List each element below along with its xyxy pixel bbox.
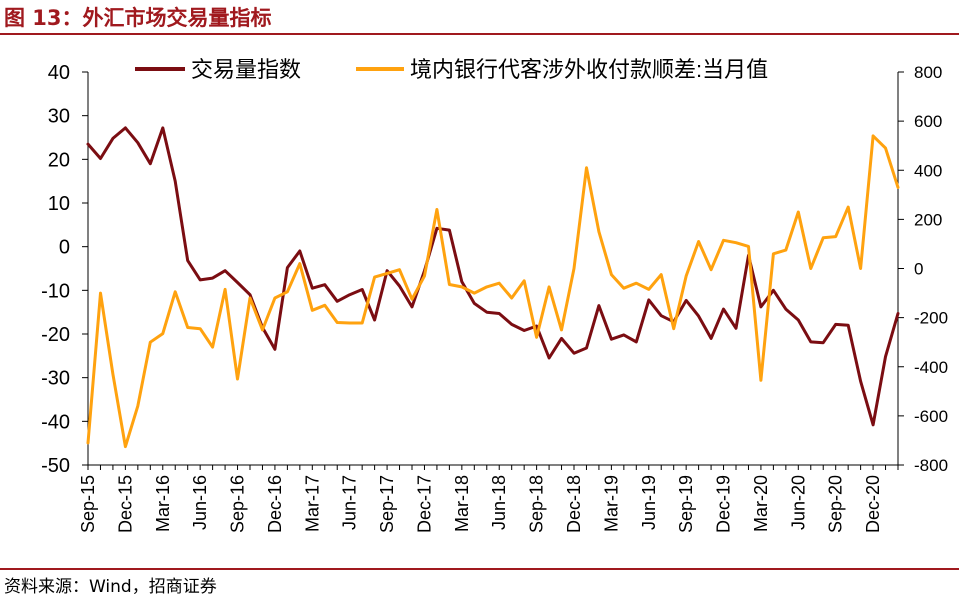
left-tick-label: -50: [41, 455, 70, 477]
right-tick-label: 0: [914, 260, 923, 279]
left-tick-label: 40: [48, 62, 70, 84]
right-tick-label: -800: [914, 456, 948, 475]
legend-label: 境内银行代客涉外收付款顺差:当月值: [410, 57, 768, 82]
x-tick-label: Mar-19: [601, 475, 621, 532]
left-tick-label: 30: [48, 106, 70, 128]
legend-item-trade-volume: 交易量指数: [135, 57, 301, 82]
left-tick-label: -20: [41, 324, 70, 346]
x-tick-label: Jun-18: [489, 475, 509, 530]
x-tick-label: Jun-20: [788, 475, 808, 530]
chart-lines: [86, 126, 900, 449]
x-tick-label: Mar-18: [452, 475, 472, 532]
x-tick-label: Sep-19: [676, 475, 696, 533]
x-tick-label: Mar-16: [153, 475, 173, 532]
right-tick-label: 200: [914, 210, 942, 229]
left-tick-label: -30: [41, 368, 70, 390]
x-tick-label: Jun-17: [340, 475, 360, 530]
source-note: 资料来源：Wind，招商证券: [4, 577, 217, 597]
left-tick-label: 20: [48, 149, 70, 171]
right-tick-label: 800: [914, 63, 942, 82]
right-tick-label: 400: [914, 161, 942, 180]
left-tick-label: 10: [48, 193, 70, 215]
footer-divider: [0, 568, 959, 570]
right-tick-label: -200: [914, 309, 948, 328]
x-tick-label: Sep-17: [377, 475, 397, 533]
title-divider: [0, 33, 959, 35]
x-tick-label: Sep-16: [228, 475, 248, 533]
series-line-trade-volume: [86, 126, 900, 427]
x-tick-label: Mar-17: [302, 475, 322, 532]
x-tick-label: Jun-19: [639, 475, 659, 530]
right-tick-label: 600: [914, 112, 942, 131]
x-tick-label: Sep-18: [527, 475, 547, 533]
series-line-cross-border-surplus: [86, 134, 900, 449]
x-tick-label: Dec-20: [863, 475, 883, 533]
right-tick-label: -600: [914, 407, 948, 426]
legend-label: 交易量指数: [191, 57, 301, 82]
right-tick-label: -400: [914, 358, 948, 377]
page-title: 图 13：外汇市场交易量指标: [4, 6, 272, 30]
x-tick-label: Dec-18: [564, 475, 584, 533]
x-tick-label: Jun-16: [190, 475, 210, 530]
chart-legend: 交易量指数 境内银行代客涉外收付款顺差:当月值: [135, 57, 768, 82]
x-tick-label: Dec-17: [414, 475, 434, 533]
left-tick-label: -40: [41, 411, 70, 433]
chart: -50 -40 -30 -20 -10 0 10 20 30 40 -800 -600 -400 -200…: [41, 57, 948, 533]
x-tick-label: Sep-20: [826, 475, 846, 533]
x-tick-label: Sep-15: [78, 475, 98, 533]
left-tick-label: 0: [59, 237, 70, 259]
legend-item-cross-border-surplus: 境内银行代客涉外收付款顺差:当月值: [356, 57, 768, 82]
x-tick-label: Mar-20: [751, 475, 771, 532]
chart-axes: -50 -40 -30 -20 -10 0 10 20 30 40 -800 -600 -400 -200…: [41, 62, 948, 533]
x-tick-label: Dec-15: [115, 475, 135, 533]
x-tick-label: Dec-16: [265, 475, 285, 533]
left-tick-label: -10: [41, 280, 70, 302]
x-tick-label: Dec-19: [714, 475, 734, 533]
